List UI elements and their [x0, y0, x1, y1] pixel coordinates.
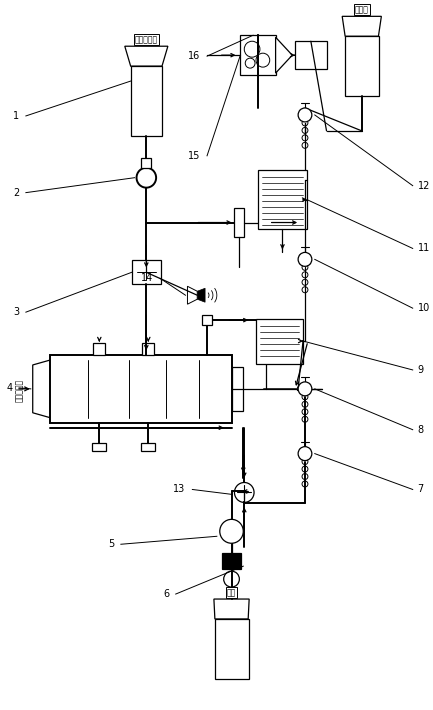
Text: 7: 7 [417, 484, 424, 494]
Text: 9: 9 [417, 365, 424, 375]
Text: 2: 2 [13, 187, 19, 197]
Bar [258, 170, 307, 229]
Text: 1: 1 [13, 111, 19, 121]
Text: 10: 10 [417, 303, 430, 313]
Bar [93, 442, 106, 451]
Bar [142, 442, 155, 451]
Text: 16: 16 [188, 51, 200, 61]
Circle shape [298, 108, 312, 122]
Text: 13: 13 [173, 484, 185, 494]
Text: 3: 3 [13, 307, 19, 317]
Bar [132, 261, 161, 284]
Bar [142, 158, 151, 168]
Bar [215, 619, 249, 679]
Bar [94, 343, 105, 355]
Polygon shape [125, 46, 168, 66]
Text: 碱液储存罐: 碱液储存罐 [135, 36, 158, 44]
Polygon shape [197, 288, 205, 302]
Polygon shape [214, 599, 249, 619]
Text: 8: 8 [417, 425, 424, 435]
Bar [142, 343, 154, 355]
Bar [345, 36, 379, 96]
Polygon shape [342, 16, 381, 36]
Circle shape [298, 382, 312, 396]
Text: 14: 14 [141, 273, 153, 283]
Bar [131, 66, 162, 136]
Bar [256, 319, 303, 364]
Circle shape [298, 252, 312, 266]
Bar [240, 36, 275, 75]
Bar [295, 41, 326, 69]
Text: 15: 15 [188, 151, 200, 160]
Text: 船舶废气排: 船舶废气排 [15, 379, 23, 403]
Circle shape [136, 168, 156, 187]
Circle shape [298, 447, 312, 461]
Circle shape [220, 519, 243, 543]
Text: 11: 11 [417, 244, 430, 253]
Text: 碱液: 碱液 [227, 588, 236, 597]
Bar [222, 553, 241, 569]
Bar [202, 315, 212, 325]
Polygon shape [187, 286, 197, 304]
Polygon shape [275, 37, 292, 73]
Bar [234, 207, 244, 237]
Text: 淡水箱: 淡水箱 [355, 6, 369, 14]
Circle shape [234, 483, 254, 503]
Text: 5: 5 [108, 540, 114, 550]
Bar [50, 355, 232, 422]
Text: 6: 6 [164, 589, 170, 599]
Bar [232, 367, 243, 411]
Polygon shape [33, 360, 50, 417]
Text: 4: 4 [7, 383, 13, 393]
Text: 12: 12 [417, 180, 430, 191]
